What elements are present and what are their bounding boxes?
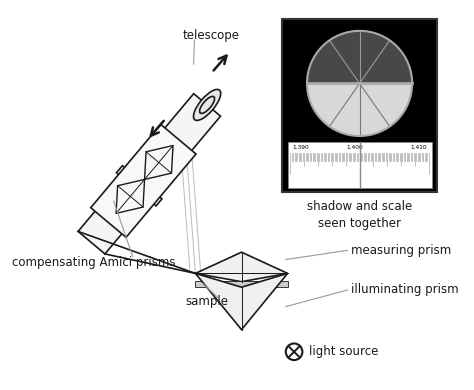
Polygon shape	[78, 94, 220, 254]
Wedge shape	[307, 31, 412, 83]
Text: compensating Amici prisms: compensating Amici prisms	[12, 256, 176, 269]
Text: 1.400: 1.400	[347, 145, 364, 151]
Polygon shape	[195, 252, 288, 282]
Wedge shape	[307, 83, 412, 136]
Text: 1.390: 1.390	[292, 145, 309, 151]
Polygon shape	[91, 124, 196, 238]
Text: measuring prism: measuring prism	[351, 244, 452, 257]
Bar	[288, 142, 431, 188]
Text: illuminating prism: illuminating prism	[351, 284, 459, 296]
Text: 1.410: 1.410	[410, 145, 427, 151]
Text: shadow and scale
seen together: shadow and scale seen together	[307, 200, 412, 230]
Text: sample: sample	[185, 294, 228, 308]
Polygon shape	[195, 273, 288, 330]
Polygon shape	[195, 281, 288, 287]
Ellipse shape	[193, 89, 221, 121]
Polygon shape	[112, 158, 166, 213]
Circle shape	[286, 344, 302, 360]
Text: telescope: telescope	[182, 29, 239, 42]
Bar	[282, 19, 437, 192]
Text: light source: light source	[309, 345, 378, 358]
